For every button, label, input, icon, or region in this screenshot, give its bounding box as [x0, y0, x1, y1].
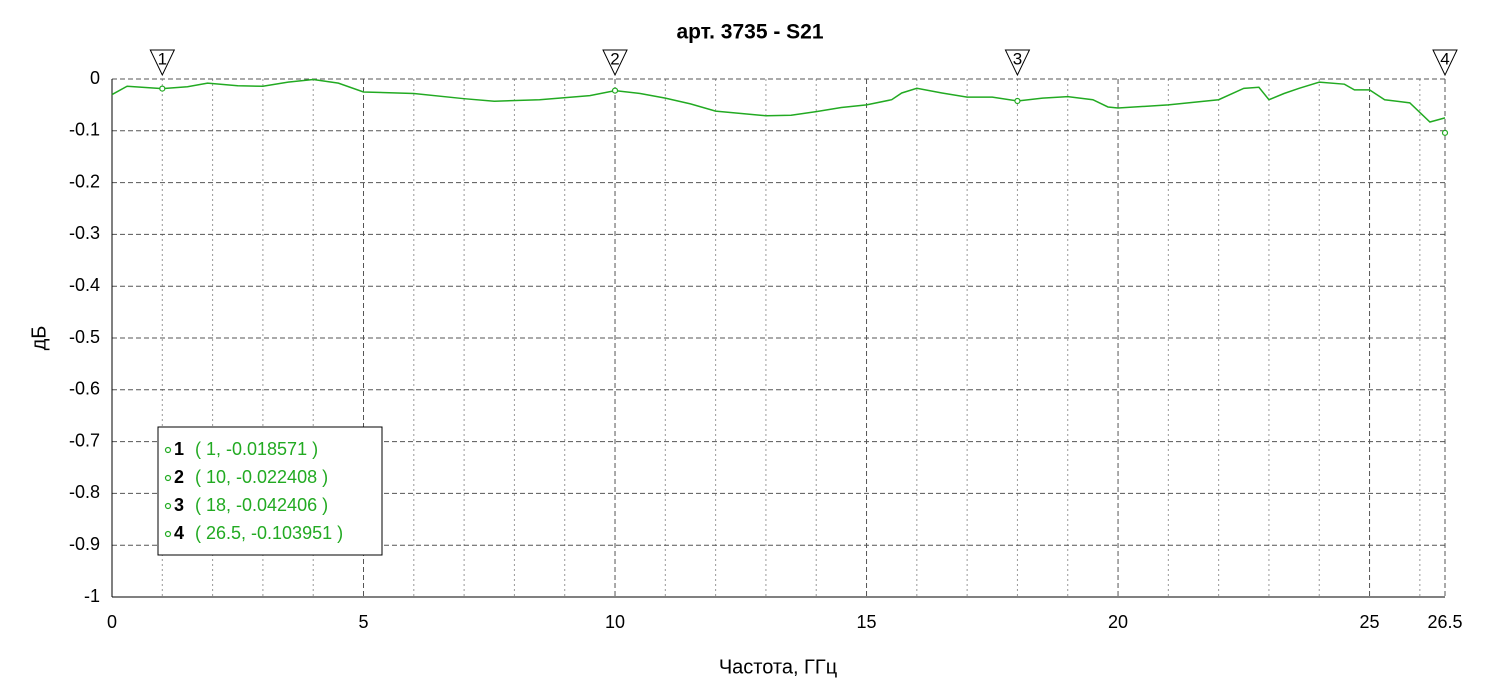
y-tick-label: -0.8 [69, 482, 100, 502]
x-tick-label: 0 [107, 612, 117, 632]
x-axis-label: Частота, ГГц [719, 656, 837, 678]
marker-point [159, 85, 166, 92]
y-tick-label: -1 [84, 586, 100, 606]
marker-flag [602, 49, 628, 77]
marker-number: 3 [1013, 49, 1022, 68]
y-tick-label: -0.9 [69, 534, 100, 554]
y-tick-label: -0.5 [69, 327, 100, 347]
x-tick-label: 15 [857, 612, 877, 632]
marker-point [1014, 97, 1021, 105]
marker-number: 2 [610, 49, 619, 68]
legend-dot [164, 530, 172, 538]
legend-number: 3 [174, 495, 184, 515]
y-tick-label: -0.2 [69, 171, 100, 191]
y-tick-label: -0.3 [69, 223, 100, 243]
marker-flag [1004, 49, 1031, 77]
x-tick-label: 25 [1360, 612, 1380, 632]
marker-number: 4 [1440, 49, 1449, 68]
x-tick-label: 5 [359, 612, 369, 632]
legend-value: ( 18, -0.042406 ) [195, 495, 328, 515]
y-tick-label: -0.4 [69, 275, 100, 295]
marker-flag [149, 49, 176, 77]
marker-legend: 1 ( 1, -0.018571 ) 2 ( 10, -0.022408 ) 3 ( 18… [157, 426, 383, 556]
legend-value: ( 1, -0.018571 ) [195, 439, 318, 459]
legend-box [157, 426, 383, 556]
y-axis-label: дБ [28, 326, 50, 351]
y-tick-label: 0 [90, 68, 100, 88]
y-tick-label: -0.7 [69, 430, 100, 450]
legend-dot [164, 502, 172, 510]
marker-number: 1 [158, 49, 167, 68]
legend-dot [164, 446, 172, 454]
y-tick-label: -0.6 [69, 379, 100, 399]
x-tick-label: 26.5 [1427, 612, 1462, 632]
x-tick-label: 10 [605, 612, 625, 632]
legend-value: ( 26.5, -0.103951 ) [195, 523, 343, 543]
legend-value: ( 10, -0.022408 ) [195, 467, 328, 487]
y-tick-label: -0.1 [69, 120, 100, 140]
marker-point [611, 87, 619, 94]
legend-dot [164, 474, 172, 482]
legend-number: 2 [174, 467, 184, 487]
x-tick-label: 20 [1108, 612, 1128, 632]
chart-title: арт. 3735 - S21 [676, 21, 823, 44]
data-line [111, 78, 1446, 123]
marker-flag [1432, 49, 1458, 77]
marker-point [1441, 129, 1449, 136]
legend-number: 1 [174, 439, 184, 459]
legend-number: 4 [174, 523, 184, 543]
